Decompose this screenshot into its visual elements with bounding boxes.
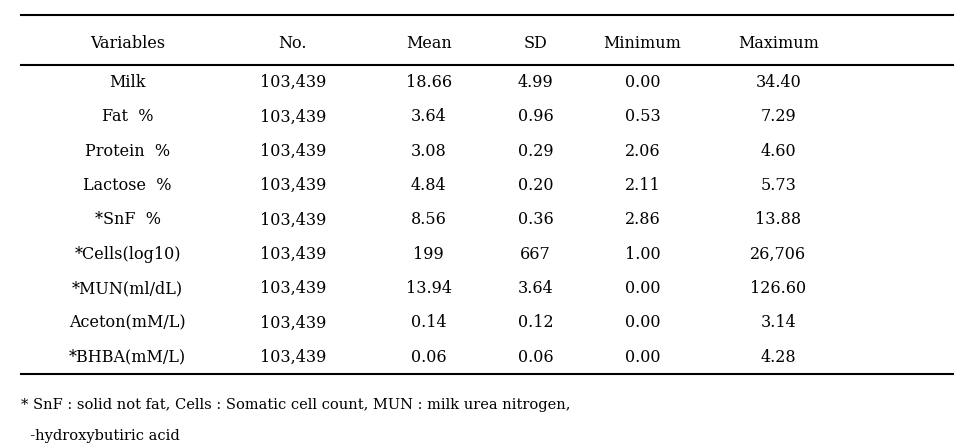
Text: Variables: Variables bbox=[90, 35, 166, 52]
Text: *Cells(log10): *Cells(log10) bbox=[74, 246, 181, 263]
Text: 3.14: 3.14 bbox=[761, 314, 796, 331]
Text: 103,439: 103,439 bbox=[259, 280, 326, 297]
Text: 13.94: 13.94 bbox=[406, 280, 452, 297]
Text: SD: SD bbox=[524, 35, 547, 52]
Text: No.: No. bbox=[279, 35, 307, 52]
Text: 0.20: 0.20 bbox=[518, 177, 553, 194]
Text: 4.99: 4.99 bbox=[518, 74, 553, 91]
Text: 0.06: 0.06 bbox=[518, 349, 553, 366]
Text: 103,439: 103,439 bbox=[259, 74, 326, 91]
Text: Minimum: Minimum bbox=[604, 35, 682, 52]
Text: 0.00: 0.00 bbox=[624, 280, 660, 297]
Text: 4.84: 4.84 bbox=[411, 177, 446, 194]
Text: 3.64: 3.64 bbox=[518, 280, 553, 297]
Text: 3.64: 3.64 bbox=[411, 108, 447, 125]
Text: 26,706: 26,706 bbox=[750, 246, 806, 263]
Text: 103,439: 103,439 bbox=[259, 246, 326, 263]
Text: -hydroxybutiric acid: -hydroxybutiric acid bbox=[20, 429, 179, 443]
Text: 126.60: 126.60 bbox=[750, 280, 806, 297]
Text: 8.56: 8.56 bbox=[411, 211, 447, 228]
Text: 2.11: 2.11 bbox=[624, 177, 660, 194]
Text: 0.29: 0.29 bbox=[518, 143, 553, 160]
Text: * SnF : solid not fat, Cells : Somatic cell count, MUN : milk urea nitrogen,: * SnF : solid not fat, Cells : Somatic c… bbox=[20, 398, 571, 412]
Text: 5.73: 5.73 bbox=[761, 177, 797, 194]
Text: 3.08: 3.08 bbox=[411, 143, 447, 160]
Text: 0.53: 0.53 bbox=[624, 108, 660, 125]
Text: 0.14: 0.14 bbox=[411, 314, 446, 331]
Text: 2.86: 2.86 bbox=[624, 211, 660, 228]
Text: Aceton(mM/L): Aceton(mM/L) bbox=[69, 314, 186, 331]
Text: *BHBA(mM/L): *BHBA(mM/L) bbox=[69, 349, 186, 366]
Text: 667: 667 bbox=[520, 246, 551, 263]
Text: 0.06: 0.06 bbox=[411, 349, 446, 366]
Text: 4.28: 4.28 bbox=[761, 349, 796, 366]
Text: 0.12: 0.12 bbox=[518, 314, 553, 331]
Text: Milk: Milk bbox=[109, 74, 146, 91]
Text: 0.36: 0.36 bbox=[518, 211, 553, 228]
Text: 199: 199 bbox=[413, 246, 444, 263]
Text: 103,439: 103,439 bbox=[259, 211, 326, 228]
Text: 103,439: 103,439 bbox=[259, 177, 326, 194]
Text: 18.66: 18.66 bbox=[405, 74, 452, 91]
Text: 0.00: 0.00 bbox=[624, 74, 660, 91]
Text: 0.00: 0.00 bbox=[624, 314, 660, 331]
Text: *MUN(ml/dL): *MUN(ml/dL) bbox=[72, 280, 183, 297]
Text: Lactose  %: Lactose % bbox=[84, 177, 171, 194]
Text: 103,439: 103,439 bbox=[259, 314, 326, 331]
Text: Maximum: Maximum bbox=[738, 35, 819, 52]
Text: 34.40: 34.40 bbox=[756, 74, 802, 91]
Text: 4.60: 4.60 bbox=[761, 143, 796, 160]
Text: Protein  %: Protein % bbox=[85, 143, 170, 160]
Text: Mean: Mean bbox=[406, 35, 452, 52]
Text: 0.96: 0.96 bbox=[518, 108, 553, 125]
Text: 2.06: 2.06 bbox=[624, 143, 660, 160]
Text: 13.88: 13.88 bbox=[755, 211, 802, 228]
Text: 103,439: 103,439 bbox=[259, 143, 326, 160]
Text: 103,439: 103,439 bbox=[259, 349, 326, 366]
Text: 1.00: 1.00 bbox=[624, 246, 660, 263]
Text: Fat  %: Fat % bbox=[102, 108, 153, 125]
Text: *SnF  %: *SnF % bbox=[94, 211, 161, 228]
Text: 103,439: 103,439 bbox=[259, 108, 326, 125]
Text: 0.00: 0.00 bbox=[624, 349, 660, 366]
Text: 7.29: 7.29 bbox=[761, 108, 796, 125]
